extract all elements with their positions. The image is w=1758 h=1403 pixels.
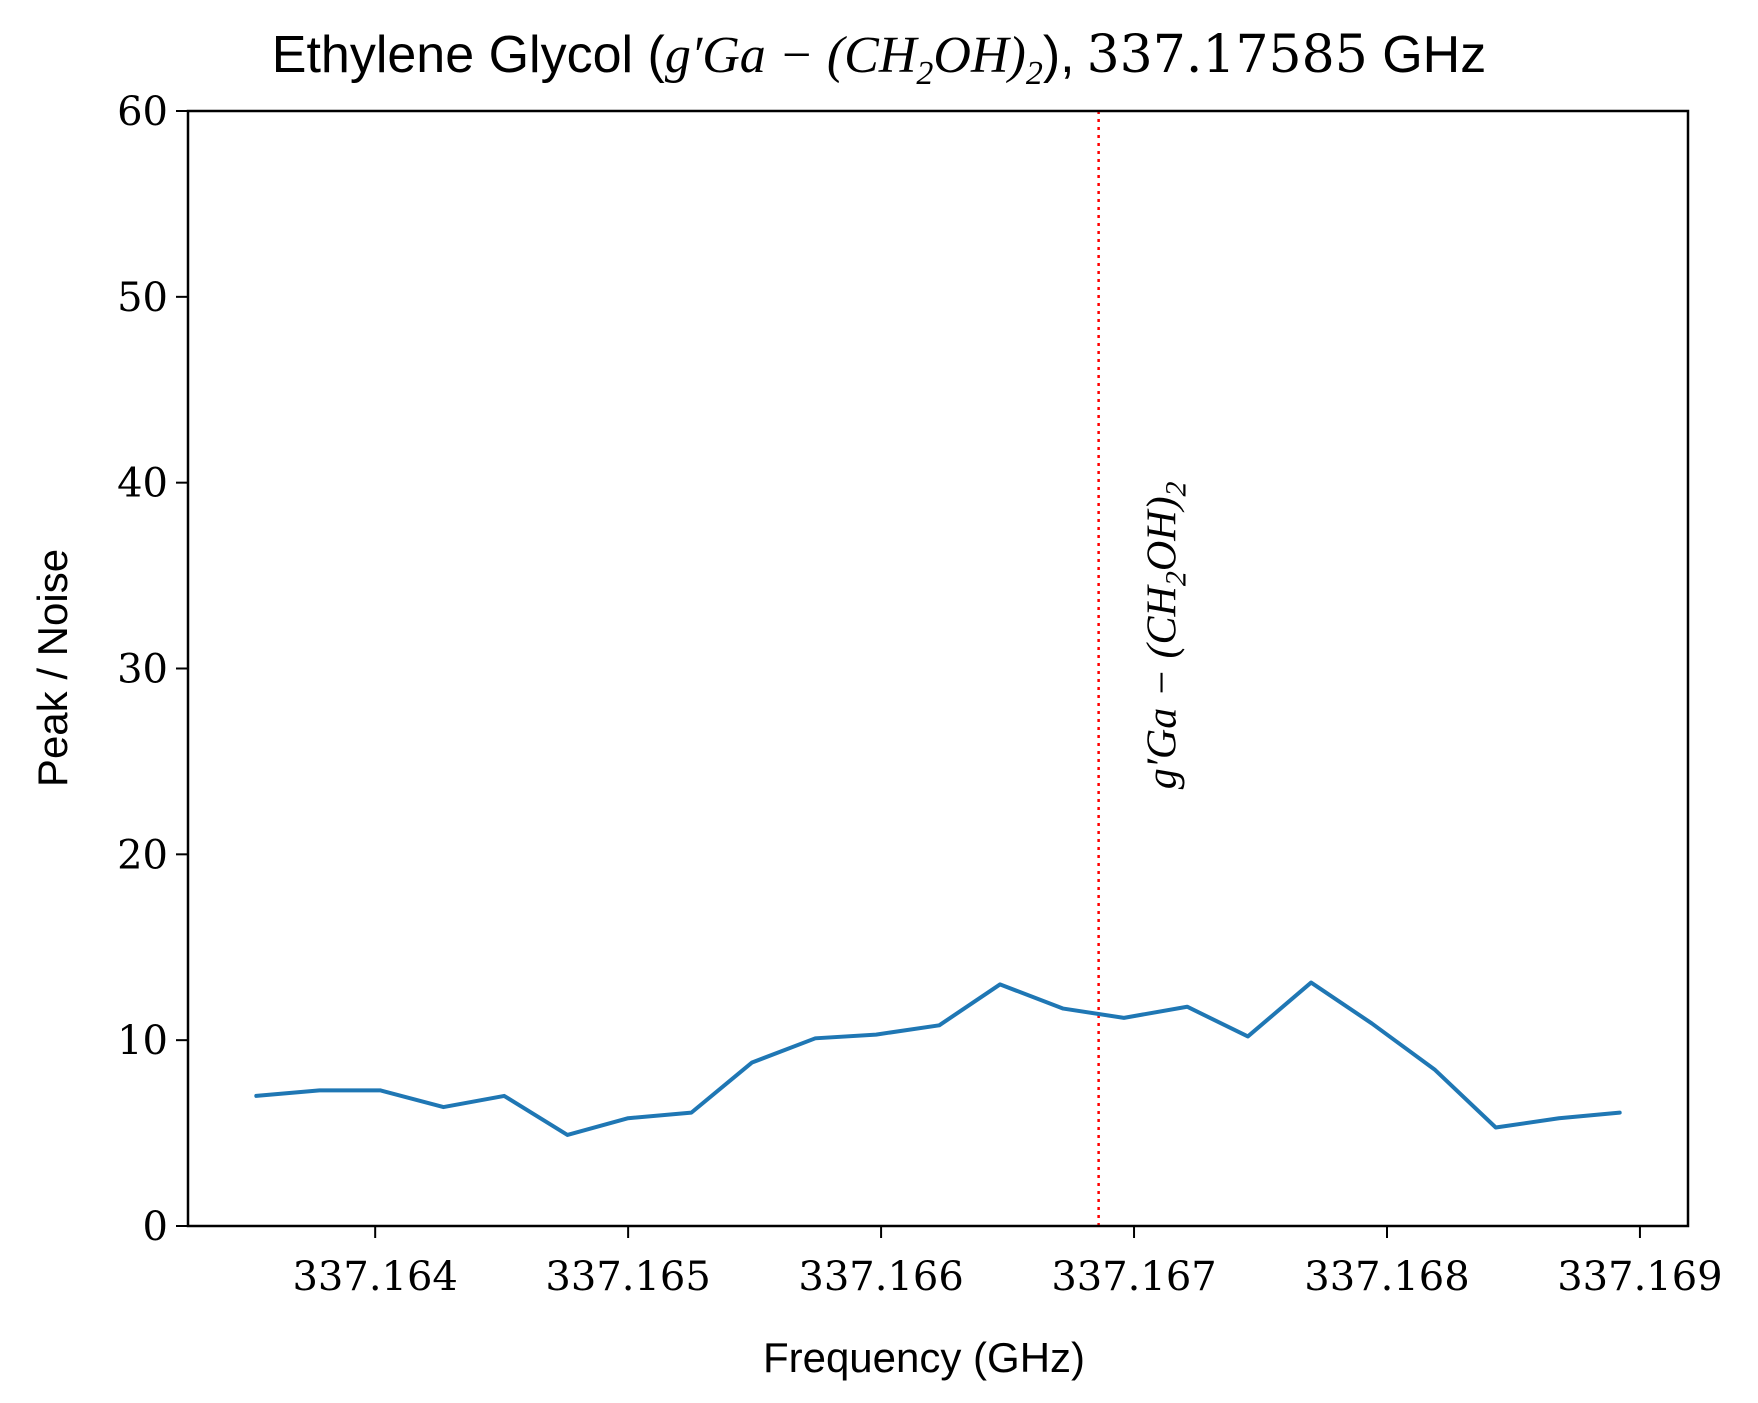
vline-annotation: g′Ga − (CH2OH)2 bbox=[1140, 481, 1193, 789]
chart-title: Ethylene Glycol (g′Ga − (CH2OH)2), 337.17… bbox=[272, 25, 1486, 92]
x-tick-label: 337.167 bbox=[1051, 1254, 1216, 1300]
y-tick-label: 60 bbox=[117, 89, 168, 135]
annot-math: g′Ga − (CH bbox=[1140, 583, 1186, 789]
y-axis-label: Peak / Noise bbox=[29, 549, 76, 787]
title-math2: OH) bbox=[933, 27, 1025, 84]
title-close: ), bbox=[1043, 26, 1075, 84]
series-layer bbox=[254, 980, 1622, 1137]
title-suffix: GHz bbox=[1368, 26, 1486, 84]
title-sub: 2 bbox=[916, 55, 933, 92]
y-tick-label: 50 bbox=[117, 275, 168, 321]
x-axis-label: Frequency (GHz) bbox=[763, 1334, 1085, 1381]
y-tick-label: 30 bbox=[117, 647, 168, 693]
y-ticks: 0 10 20 30 40 50 60 bbox=[117, 89, 188, 1250]
y-tick-label: 20 bbox=[117, 832, 168, 878]
annot-sub2: 2 bbox=[1160, 481, 1193, 496]
series-line-0 bbox=[254, 980, 1622, 1137]
y-tick-label: 40 bbox=[117, 461, 168, 507]
x-tick-label: 337.169 bbox=[1557, 1254, 1722, 1300]
x-tick-label: 337.166 bbox=[798, 1254, 963, 1300]
y-tick-label: 0 bbox=[143, 1204, 168, 1250]
annot-sub: 2 bbox=[1160, 571, 1193, 586]
title-prefix: Ethylene Glycol ( bbox=[272, 26, 666, 84]
x-tick-label: 337.165 bbox=[545, 1254, 710, 1300]
x-tick-label: 337.168 bbox=[1304, 1254, 1469, 1300]
y-tick-label: 10 bbox=[117, 1018, 168, 1064]
x-ticks: 337.164 337.165 337.166 337.167 337.168 337.1… bbox=[292, 1226, 1723, 1300]
title-math: g′Ga − (CH bbox=[665, 27, 919, 84]
title-sub2: 2 bbox=[1026, 55, 1043, 92]
title-freq: 337.17585 bbox=[1087, 25, 1368, 85]
annot-math2: OH) bbox=[1140, 496, 1186, 571]
x-tick-label: 337.164 bbox=[292, 1254, 457, 1300]
